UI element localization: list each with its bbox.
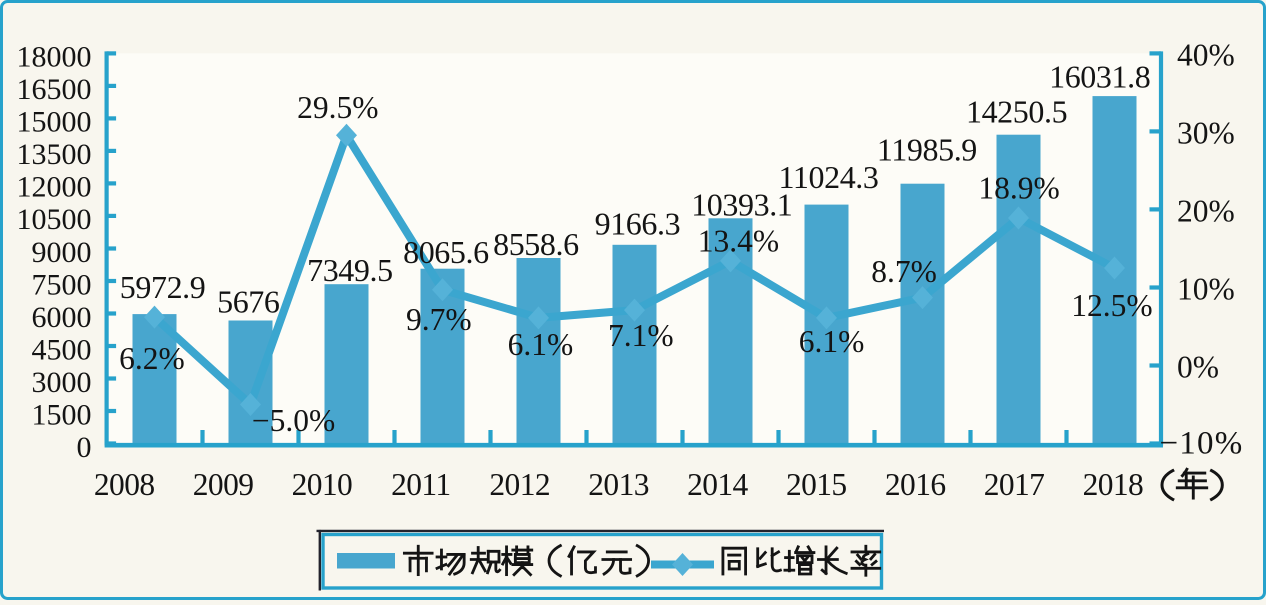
svg-text:8558.6: 8558.6 [493, 226, 579, 262]
svg-text:2013: 2013 [588, 467, 649, 502]
svg-text:0: 0 [77, 431, 92, 464]
svg-text:16500: 16500 [17, 73, 92, 106]
svg-text:10393.1: 10393.1 [691, 186, 792, 222]
svg-text:4500: 4500 [32, 333, 92, 366]
svg-text:0%: 0% [1177, 350, 1219, 385]
svg-text:11024.3: 11024.3 [778, 159, 878, 195]
svg-text:13.4%: 13.4% [698, 223, 779, 258]
svg-text:6.1%: 6.1% [799, 324, 865, 359]
svg-text:5676: 5676 [217, 284, 280, 320]
svg-text:2015: 2015 [786, 467, 847, 502]
svg-text:2018: 2018 [1083, 467, 1144, 502]
svg-text:10%: 10% [1177, 272, 1235, 307]
svg-text:6.1%: 6.1% [508, 327, 574, 362]
svg-text:9166.3: 9166.3 [595, 206, 681, 242]
svg-text:2016: 2016 [885, 467, 946, 502]
svg-text:15000: 15000 [17, 106, 92, 139]
svg-text:11985.9: 11985.9 [877, 131, 977, 167]
svg-text:40%: 40% [1177, 37, 1235, 72]
svg-text:2009: 2009 [193, 467, 254, 502]
svg-text:2012: 2012 [489, 467, 550, 502]
svg-text:9000: 9000 [32, 236, 92, 269]
svg-text:2010: 2010 [292, 467, 353, 502]
svg-text:5972.9: 5972.9 [120, 269, 206, 305]
svg-text:12000: 12000 [17, 171, 92, 204]
svg-text:14250.5: 14250.5 [966, 94, 1067, 130]
svg-text:16031.8: 16031.8 [1049, 59, 1150, 95]
svg-text:2008: 2008 [94, 467, 155, 502]
svg-text:18000: 18000 [17, 41, 92, 74]
svg-text:10500: 10500 [17, 203, 92, 236]
svg-text:−5.0%: −5.0% [252, 403, 335, 438]
svg-text:29.5%: 29.5% [297, 90, 378, 125]
svg-text:6.2%: 6.2% [119, 341, 185, 376]
svg-text:2017: 2017 [984, 467, 1045, 502]
svg-text:12.5%: 12.5% [1071, 288, 1152, 323]
svg-text:8065.6: 8065.6 [403, 234, 489, 270]
svg-text:18.9%: 18.9% [978, 171, 1059, 206]
svg-text:7349.5: 7349.5 [307, 252, 393, 288]
svg-text:3000: 3000 [32, 366, 92, 399]
svg-text:2014: 2014 [687, 467, 748, 502]
svg-text:30%: 30% [1177, 115, 1235, 150]
svg-text:2011: 2011 [391, 467, 450, 502]
svg-text:6000: 6000 [32, 301, 92, 334]
svg-text:13500: 13500 [17, 138, 92, 171]
svg-text:8.7%: 8.7% [871, 254, 937, 289]
svg-text:1500: 1500 [32, 398, 92, 431]
svg-text:9.7%: 9.7% [406, 302, 472, 337]
svg-text:7.1%: 7.1% [608, 318, 674, 353]
svg-text:−10%: −10% [1160, 426, 1244, 462]
svg-text:7500: 7500 [32, 268, 92, 301]
svg-text:20%: 20% [1177, 193, 1235, 228]
